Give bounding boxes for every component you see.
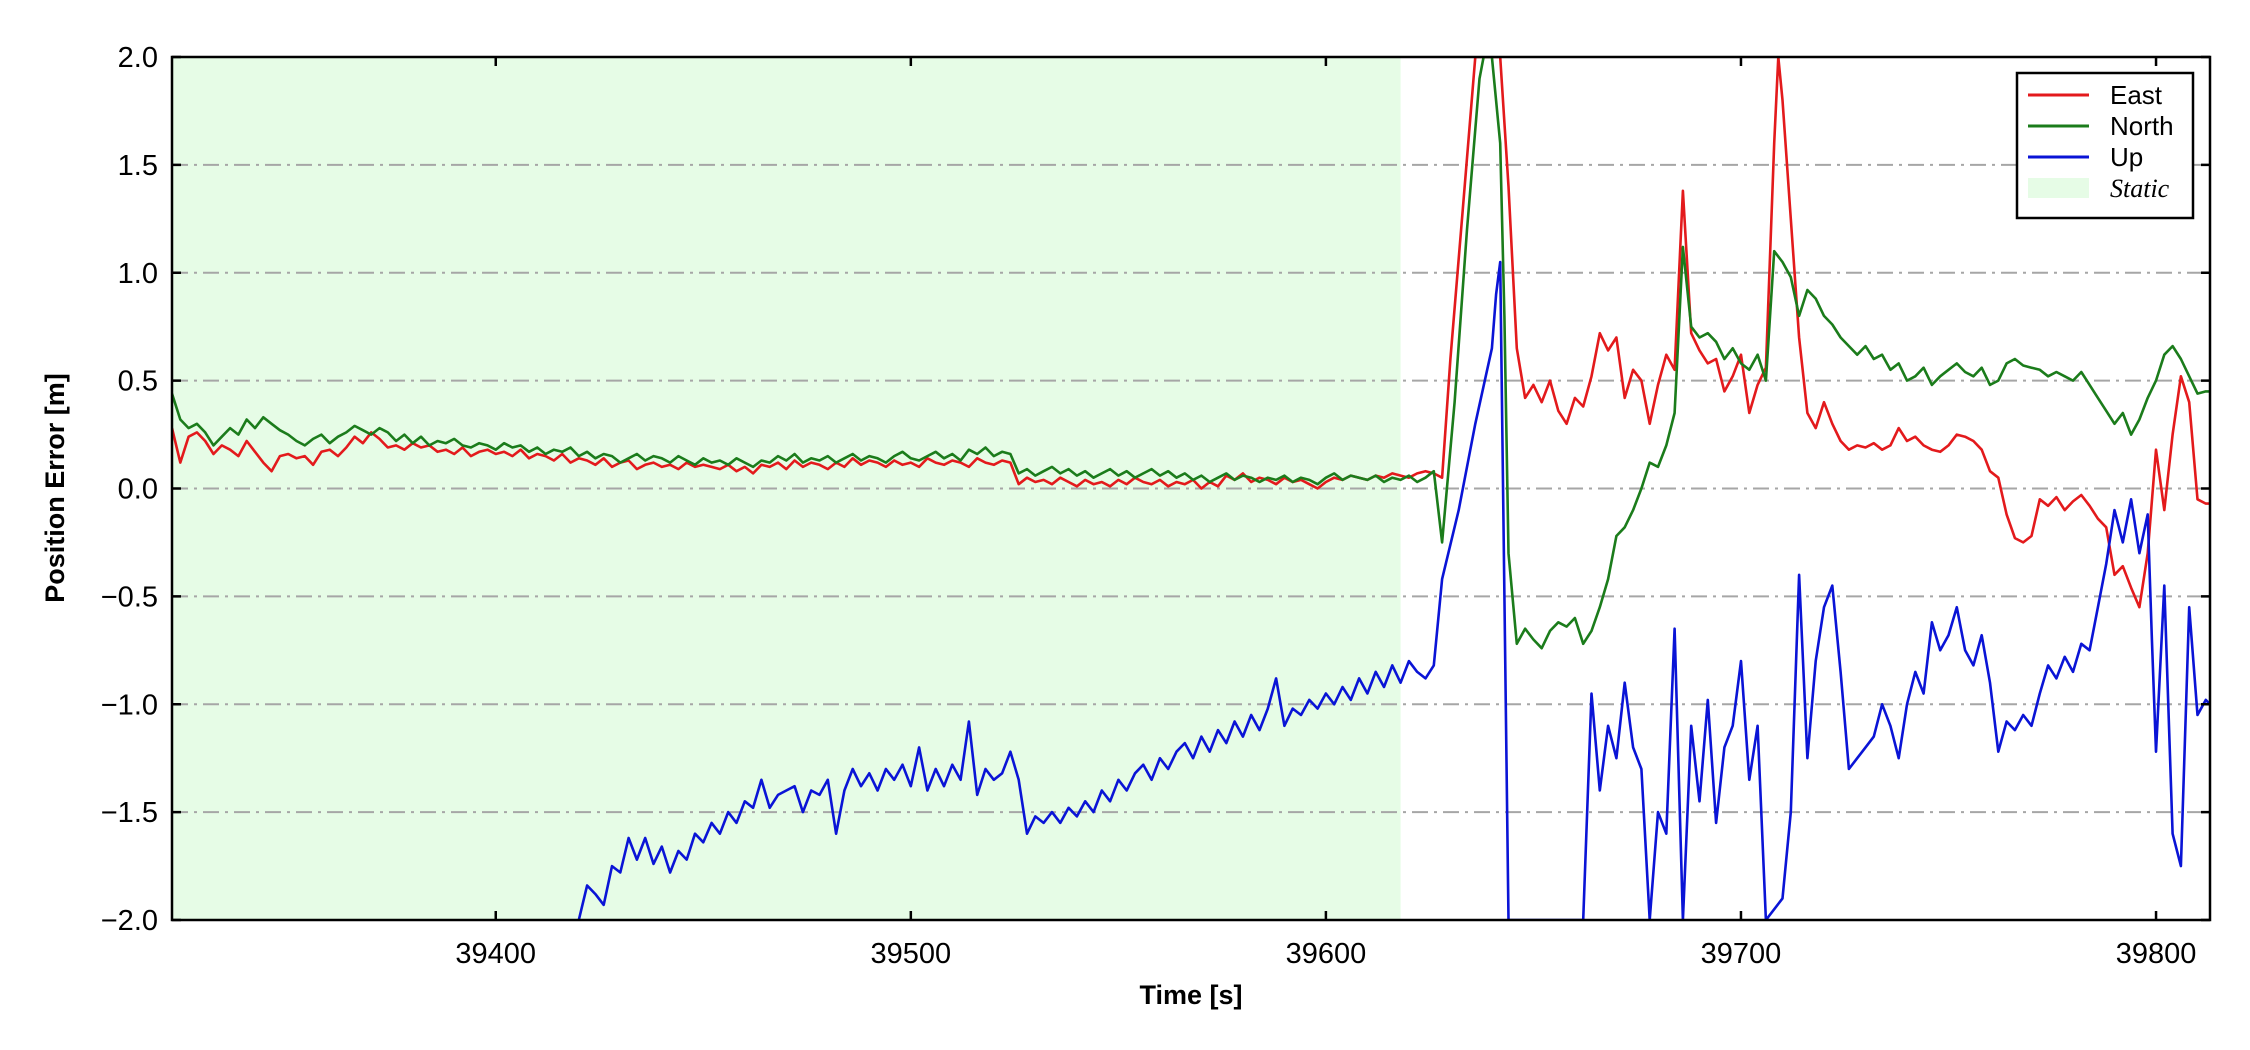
legend-label-up: Up: [2110, 142, 2143, 172]
gridlines: [172, 163, 2210, 814]
y-tick-label: −2.0: [101, 905, 158, 937]
x-tick-label: 39400: [455, 938, 536, 970]
axis-ticks: −2.0 −1.5 −1.0 −0.5 0.0 0.5 1.0 1.5 2.0 39400 3950…: [101, 42, 2210, 970]
series-line-up: [577, 260, 2210, 920]
x-axis-title: Time [s]: [1139, 980, 1242, 1010]
y-tick-label: −1.0: [101, 689, 158, 721]
legend-swatch-static: [2028, 178, 2089, 198]
series-line-north: [172, 57, 2210, 650]
x-tick-label: 39600: [1286, 938, 1367, 970]
y-tick-label: 0.5: [118, 366, 158, 398]
x-tick-label: 39800: [2116, 938, 2197, 970]
series-layer: [172, 57, 2210, 920]
legend-label-north: North: [2110, 111, 2174, 141]
y-tick-label: 1.5: [118, 150, 158, 182]
y-tick-label: 0.0: [118, 474, 158, 506]
y-tick-label: 2.0: [118, 42, 158, 74]
y-tick-label: −1.5: [101, 797, 158, 829]
y-axis-title: Position Error [m]: [40, 373, 70, 603]
legend-label-east: East: [2110, 80, 2163, 110]
x-tick-label: 39700: [1701, 938, 1782, 970]
y-tick-label: −0.5: [101, 581, 158, 613]
legend-label-static: Static: [2110, 174, 2170, 203]
y-tick-label: 1.0: [118, 258, 158, 290]
x-tick-label: 39500: [870, 938, 951, 970]
